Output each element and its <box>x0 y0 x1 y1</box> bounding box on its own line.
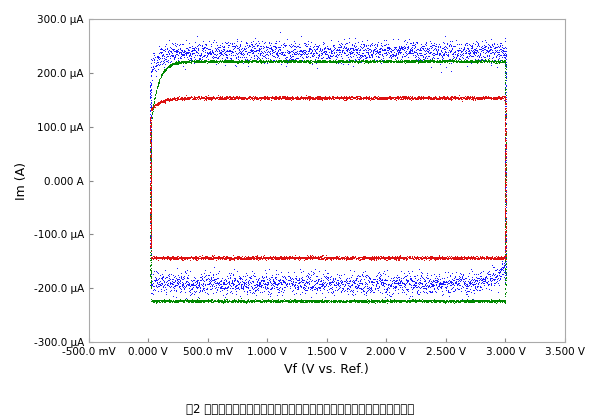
Y-axis label: Im (A): Im (A) <box>15 162 28 200</box>
Text: 图2 使用不同电流量程扫描得到的电容器循环伏安曲线。详情请见正文。: 图2 使用不同电流量程扫描得到的电容器循环伏安曲线。详情请见正文。 <box>186 403 414 416</box>
X-axis label: Vf (V vs. Ref.): Vf (V vs. Ref.) <box>284 362 369 375</box>
